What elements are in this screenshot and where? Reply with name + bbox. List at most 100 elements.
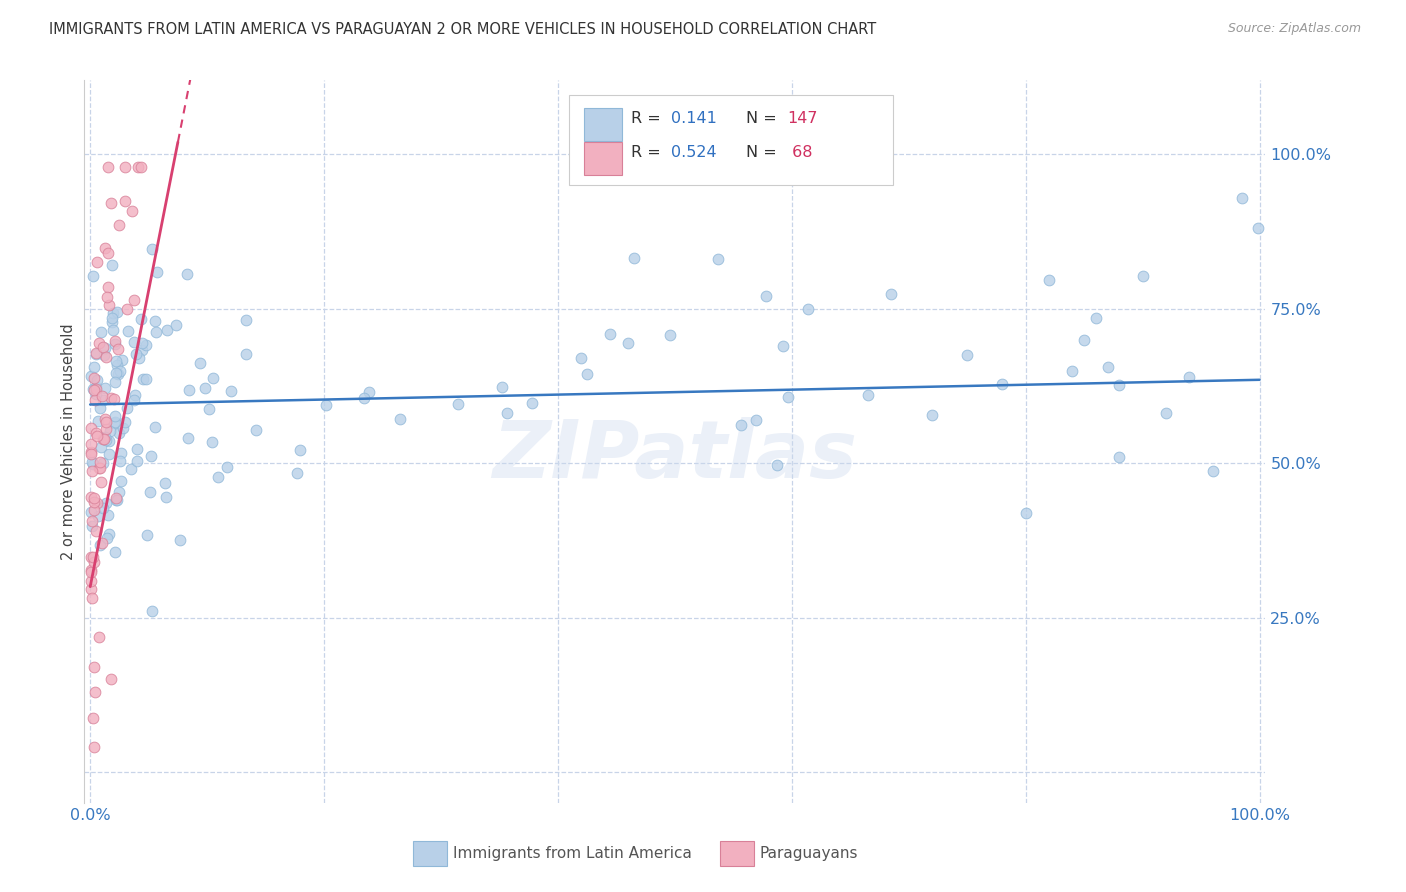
Point bbox=[83, 740, 105, 755]
Point bbox=[100, 391, 122, 405]
Point bbox=[105, 353, 128, 368]
Point bbox=[165, 318, 187, 333]
Point bbox=[143, 314, 166, 328]
Point bbox=[105, 493, 128, 508]
Point bbox=[177, 383, 200, 397]
Text: R =: R = bbox=[631, 112, 666, 126]
Point bbox=[156, 323, 179, 337]
Point bbox=[86, 429, 108, 443]
Point bbox=[139, 484, 162, 499]
Point bbox=[84, 524, 107, 539]
Text: Source: ZipAtlas.com: Source: ZipAtlas.com bbox=[1227, 22, 1361, 36]
Point bbox=[122, 393, 145, 408]
Point bbox=[80, 368, 103, 383]
Point bbox=[80, 436, 103, 450]
Point bbox=[357, 385, 380, 400]
Point bbox=[194, 381, 217, 395]
FancyBboxPatch shape bbox=[583, 142, 621, 175]
Point bbox=[1247, 221, 1270, 235]
Point bbox=[94, 433, 117, 447]
Point bbox=[110, 454, 132, 468]
Point bbox=[96, 422, 118, 436]
Point bbox=[778, 390, 800, 404]
Point bbox=[177, 431, 200, 445]
Point bbox=[235, 347, 257, 361]
Text: 0.524: 0.524 bbox=[671, 145, 717, 160]
Point bbox=[84, 382, 107, 396]
Point bbox=[1108, 450, 1130, 465]
Point bbox=[84, 386, 107, 401]
Point bbox=[599, 326, 621, 341]
Point bbox=[80, 514, 103, 528]
Point bbox=[97, 508, 120, 522]
Point bbox=[96, 290, 118, 304]
Point bbox=[110, 364, 132, 378]
Point bbox=[104, 416, 127, 430]
Point bbox=[496, 406, 519, 420]
Point bbox=[86, 373, 108, 387]
Point bbox=[80, 447, 103, 461]
Point bbox=[104, 545, 127, 559]
Point bbox=[1154, 406, 1177, 420]
Point bbox=[122, 293, 145, 307]
Point bbox=[730, 417, 752, 432]
Text: 0.141: 0.141 bbox=[671, 112, 717, 126]
Point bbox=[658, 327, 681, 342]
Point bbox=[217, 460, 239, 475]
Point bbox=[90, 536, 112, 550]
Point bbox=[86, 414, 108, 428]
Point bbox=[136, 528, 159, 542]
Point bbox=[122, 334, 145, 349]
Point bbox=[80, 519, 103, 533]
FancyBboxPatch shape bbox=[568, 95, 893, 185]
Point bbox=[103, 375, 125, 389]
Point bbox=[491, 380, 513, 394]
Point bbox=[766, 458, 789, 472]
Point bbox=[83, 371, 105, 385]
Point bbox=[132, 372, 155, 386]
Point bbox=[129, 160, 152, 174]
Point bbox=[82, 269, 104, 284]
Point bbox=[108, 218, 131, 232]
Point bbox=[90, 325, 112, 339]
Point bbox=[97, 245, 120, 260]
Point bbox=[101, 323, 124, 337]
Point bbox=[129, 312, 152, 326]
Text: N =: N = bbox=[745, 145, 782, 160]
Point bbox=[96, 531, 118, 545]
Point bbox=[93, 432, 115, 446]
Point bbox=[219, 384, 242, 398]
Point bbox=[245, 423, 267, 437]
Point bbox=[89, 335, 111, 350]
Point bbox=[1084, 310, 1107, 325]
Text: Paraguayans: Paraguayans bbox=[759, 846, 859, 861]
Point bbox=[86, 346, 108, 360]
Point bbox=[87, 461, 110, 475]
Point bbox=[82, 455, 104, 469]
Point bbox=[135, 372, 157, 386]
Point bbox=[110, 474, 132, 488]
Point bbox=[153, 475, 176, 490]
Text: IMMIGRANTS FROM LATIN AMERICA VS PARAGUAYAN 2 OR MORE VEHICLES IN HOUSEHOLD CORR: IMMIGRANTS FROM LATIN AMERICA VS PARAGUA… bbox=[49, 22, 876, 37]
Point bbox=[145, 420, 167, 434]
Point bbox=[89, 460, 111, 475]
Point bbox=[353, 391, 375, 405]
Point bbox=[1073, 333, 1095, 347]
Point bbox=[87, 630, 110, 644]
Point bbox=[89, 401, 111, 415]
Point bbox=[96, 495, 118, 509]
Point bbox=[125, 442, 148, 456]
Point bbox=[98, 526, 121, 541]
Point bbox=[93, 241, 115, 255]
Point bbox=[1038, 273, 1060, 287]
Point bbox=[83, 360, 105, 375]
Point bbox=[114, 194, 136, 208]
Point bbox=[285, 466, 308, 480]
Point bbox=[94, 430, 117, 444]
Point bbox=[97, 279, 120, 293]
Point bbox=[101, 259, 124, 273]
Point bbox=[105, 359, 128, 373]
Text: Immigrants from Latin America: Immigrants from Latin America bbox=[453, 846, 692, 861]
Point bbox=[96, 415, 118, 429]
Point bbox=[104, 334, 127, 348]
